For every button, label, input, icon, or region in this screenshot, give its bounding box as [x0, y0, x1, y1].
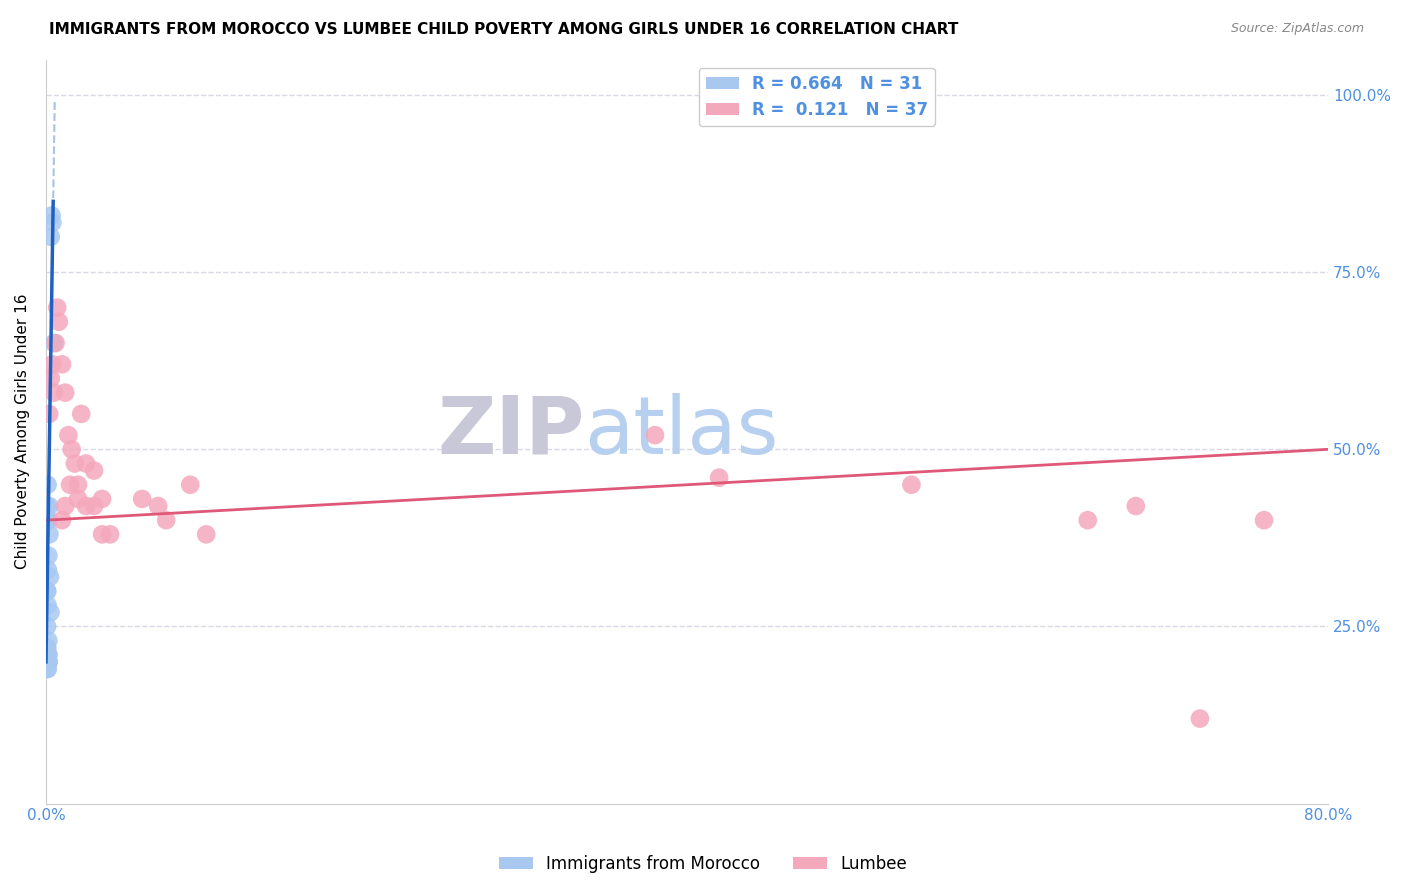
Point [70, 407, 93, 421]
Point [46, 301, 69, 315]
Point [179, 477, 201, 491]
Point [83, 464, 105, 478]
Point [58, 428, 80, 442]
Point [98, 527, 121, 541]
Point [51, 357, 73, 371]
Text: atlas: atlas [585, 392, 779, 471]
Point [39, 371, 62, 385]
Point [37, 633, 59, 648]
Point [1125, 499, 1147, 513]
Text: Source: ZipAtlas.com: Source: ZipAtlas.com [1230, 22, 1364, 36]
Point [35, 640, 58, 655]
Point [37, 655, 59, 669]
Point [75, 499, 97, 513]
Point [37, 513, 59, 527]
Point [35, 655, 58, 669]
Point [146, 499, 169, 513]
Point [131, 491, 153, 506]
Point [155, 513, 177, 527]
Legend: Immigrants from Morocco, Lumbee: Immigrants from Morocco, Lumbee [492, 848, 914, 880]
Point [91, 491, 114, 506]
Point [41, 216, 63, 230]
Point [1253, 513, 1275, 527]
Point [42, 336, 65, 351]
Point [37, 477, 59, 491]
Point [35, 655, 58, 669]
Point [38, 407, 60, 421]
Point [83, 499, 105, 513]
Point [42, 385, 65, 400]
Point [38, 655, 60, 669]
Point [37, 655, 59, 669]
Point [37, 563, 59, 577]
Point [38, 499, 60, 513]
Point [1077, 513, 1099, 527]
Point [59, 477, 82, 491]
Point [1188, 712, 1211, 726]
Point [63, 457, 86, 471]
Point [37, 598, 59, 612]
Point [707, 471, 730, 485]
Point [60, 442, 83, 457]
Point [35, 619, 58, 633]
Text: IMMIGRANTS FROM MOROCCO VS LUMBEE CHILD POVERTY AMONG GIRLS UNDER 16 CORRELATION: IMMIGRANTS FROM MOROCCO VS LUMBEE CHILD … [49, 22, 959, 37]
Point [37, 640, 59, 655]
Point [45, 336, 67, 351]
Point [53, 385, 76, 400]
Legend: R = 0.664   N = 31, R =  0.121   N = 37: R = 0.664 N = 31, R = 0.121 N = 37 [699, 68, 935, 126]
Point [37, 584, 59, 599]
Point [39, 229, 62, 244]
Point [900, 477, 922, 491]
Point [35, 584, 58, 599]
Text: ZIP: ZIP [437, 392, 585, 471]
Point [48, 315, 70, 329]
Point [66, 491, 89, 506]
Y-axis label: Child Poverty Among Girls Under 16: Child Poverty Among Girls Under 16 [15, 293, 30, 569]
Point [38, 527, 60, 541]
Point [35, 662, 58, 676]
Point [66, 477, 89, 491]
Point [39, 570, 62, 584]
Point [644, 428, 666, 442]
Point [91, 527, 114, 541]
Point [41, 209, 63, 223]
Point [41, 357, 63, 371]
Point [37, 549, 59, 563]
Point [38, 513, 60, 527]
Point [39, 605, 62, 619]
Point [37, 655, 59, 669]
Point [38, 648, 60, 662]
Point [37, 662, 59, 676]
Point [195, 527, 218, 541]
Point [75, 457, 97, 471]
Point [35, 499, 58, 513]
Point [51, 513, 73, 527]
Point [53, 499, 76, 513]
Point [37, 648, 59, 662]
